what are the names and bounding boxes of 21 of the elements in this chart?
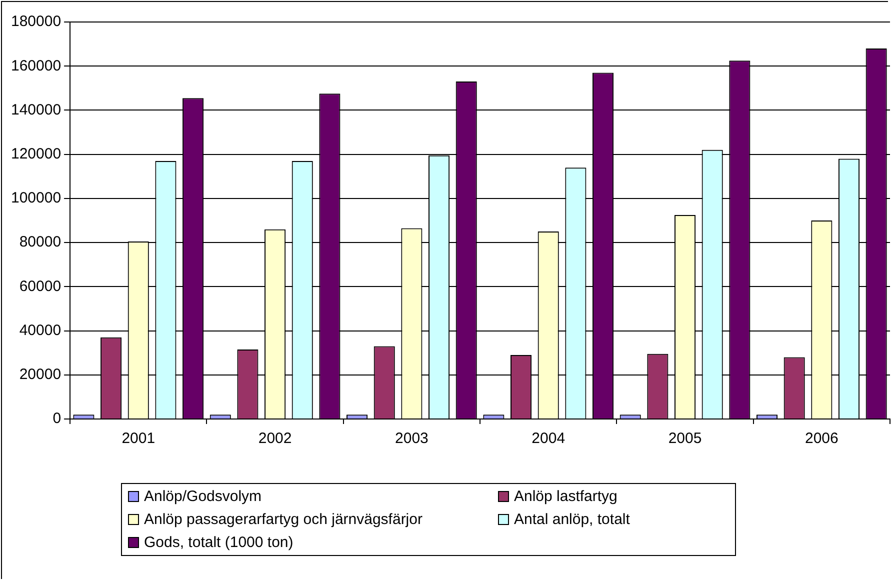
y-tick-label: 180000 xyxy=(10,13,62,30)
x-tick-label: 2006 xyxy=(804,430,838,448)
x-tick-label: 2004 xyxy=(532,430,566,448)
x-tick-label: 2005 xyxy=(668,430,702,448)
legend-label: Gods, totalt (1000 ton) xyxy=(144,534,294,551)
y-tick-label: 140000 xyxy=(10,101,62,118)
y-tick-label: 40000 xyxy=(19,322,62,339)
y-tick-label: 160000 xyxy=(10,57,62,74)
y-tick-label: 120000 xyxy=(10,145,62,162)
legend-label: Anlöp/Godsvolym xyxy=(144,488,262,505)
y-tick-label: 20000 xyxy=(19,366,62,384)
x-tick-label: 2001 xyxy=(122,430,156,448)
legend-label: Antal anlöp, totalt xyxy=(514,511,630,528)
legend-label: Anlöp lastfartyg xyxy=(514,488,618,505)
x-tick-label: 2002 xyxy=(258,430,292,448)
y-tick-label: 0 xyxy=(52,410,62,428)
y-tick-label: 60000 xyxy=(19,278,62,295)
y-tick-label: 80000 xyxy=(19,234,62,251)
y-tick-label: 100000 xyxy=(10,190,62,207)
x-tick-label: 2003 xyxy=(395,430,428,448)
legend-label: Anlöp passagerarfartyg och järnvägsfärjor xyxy=(144,511,422,528)
